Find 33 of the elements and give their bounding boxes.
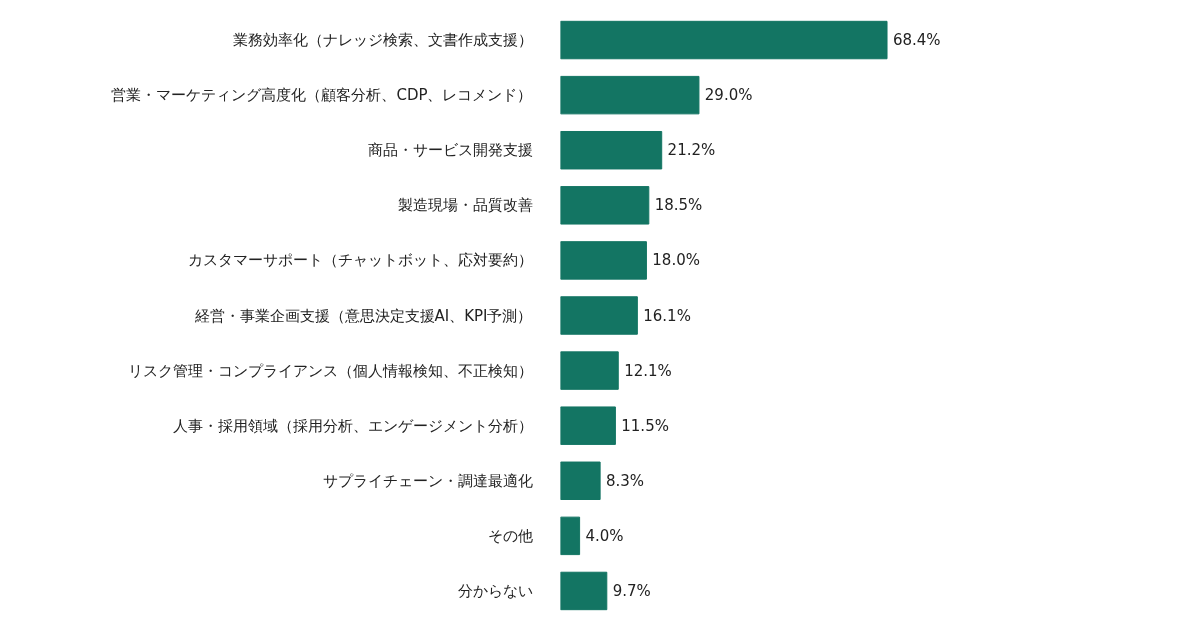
data-label: 8.3%: [606, 471, 645, 490]
bar: [560, 296, 638, 335]
bar: [560, 20, 888, 60]
bar: [560, 241, 647, 280]
y-tick-label: 商品・サービス開発支援: [367, 141, 533, 160]
y-tick-label: 分からない: [457, 581, 533, 600]
bar: [560, 186, 650, 225]
bar: [560, 461, 601, 500]
y-tick-label: その他: [487, 526, 533, 545]
y-tick-label: 製造現場・品質改善: [397, 196, 533, 215]
bar: [560, 571, 608, 611]
y-tick-label: リスク管理・コンプライアンス（個人情報検知、不正検知）: [127, 361, 533, 380]
y-tick-label: 営業・マーケティング高度化（顧客分析、CDP、レコメンド）: [111, 86, 533, 105]
data-label: 11.5%: [621, 416, 669, 435]
y-tick-label: 経営・事業企画支援（意思決定支援AI、KPI予測）: [193, 306, 533, 325]
data-label: 12.1%: [624, 361, 672, 380]
y-tick-label: 人事・採用領域（採用分析、エンゲージメント分析）: [172, 416, 533, 435]
data-label: 16.1%: [643, 306, 691, 325]
y-tick-label: 業務効率化（ナレッジ検索、文書作成支援）: [232, 31, 533, 50]
bar: [560, 406, 616, 445]
y-tick-label: サプライチェーン・調達最適化: [322, 471, 533, 490]
data-label: 4.0%: [585, 526, 624, 545]
data-label: 21.2%: [667, 141, 716, 160]
data-label: 18.5%: [654, 196, 703, 215]
data-label: 68.4%: [892, 31, 941, 50]
data-label: 29.0%: [704, 86, 753, 105]
bar: [560, 516, 581, 556]
bar: [560, 131, 663, 170]
data-label: 9.7%: [612, 581, 651, 600]
data-label: 18.0%: [652, 251, 700, 270]
y-tick-label: カスタマーサポート（チャットボット、応対要約）: [187, 251, 533, 270]
bar: [560, 75, 700, 115]
bar: [560, 351, 619, 390]
